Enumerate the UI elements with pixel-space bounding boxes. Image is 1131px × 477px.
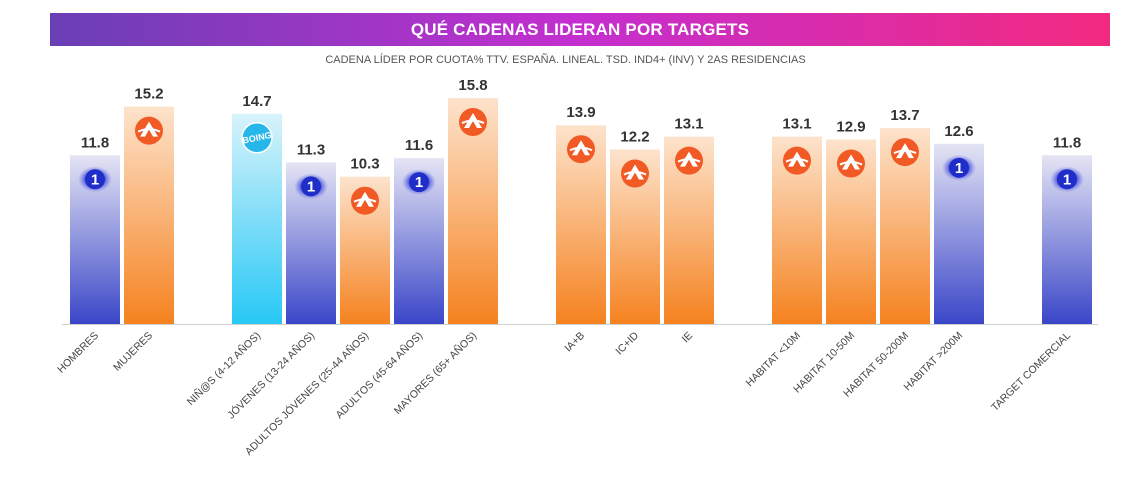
- value-label: 10.3: [350, 156, 379, 173]
- antena3-logo-icon: [351, 186, 379, 215]
- la1-logo-icon: 1: [1050, 166, 1084, 193]
- la1-logo-text: 1: [1063, 171, 1071, 188]
- antena3-logo-icon: [459, 108, 487, 137]
- value-label: 13.7: [890, 107, 919, 124]
- antena3-logo-icon: [621, 159, 649, 188]
- la1-logo-icon: 1: [402, 169, 436, 196]
- value-label: 11.3: [297, 141, 325, 158]
- category-label: IE: [680, 330, 696, 346]
- category-label: MUJERES: [111, 330, 155, 374]
- category-label: IA+B: [562, 330, 587, 355]
- antena3-logo-icon: [675, 146, 703, 175]
- la1-logo-text: 1: [307, 178, 315, 195]
- value-label: 13.1: [782, 116, 811, 133]
- title-banner: QUÉ CADENAS LIDERAN POR TARGETS: [50, 13, 1110, 46]
- value-label: 15.2: [134, 86, 163, 103]
- value-label: 12.9: [836, 119, 865, 136]
- category-label: HABITAT >200M: [902, 330, 966, 394]
- category-label: HOMBRES: [55, 330, 101, 376]
- la1-logo-icon: 1: [78, 166, 112, 193]
- value-label: 11.8: [1053, 134, 1081, 151]
- value-label: 11.8: [81, 134, 109, 151]
- antena3-logo-icon: [837, 149, 865, 178]
- antena3-logo-icon: [783, 146, 811, 175]
- value-label: 12.2: [620, 129, 649, 146]
- value-label: 13.9: [566, 104, 595, 121]
- la1-logo-icon: 1: [942, 154, 976, 181]
- category-label: TARGET COMERCIAL: [989, 330, 1073, 414]
- value-label: 11.6: [405, 137, 433, 154]
- category-label: JÓVENES (13-24 AÑOS): [225, 329, 318, 422]
- value-label: 14.7: [242, 93, 271, 110]
- category-label: HABITAT <10M: [744, 330, 803, 389]
- value-label: 13.1: [674, 116, 703, 133]
- antena3-logo-icon: [567, 135, 595, 164]
- antena3-logo-icon: [135, 116, 163, 145]
- la1-logo-icon: 1: [294, 173, 328, 200]
- value-label: 12.6: [944, 123, 973, 140]
- category-label: ADULTOS (45-64 AÑOS): [333, 329, 425, 421]
- chart-title: QUÉ CADENAS LIDERAN POR TARGETS: [410, 19, 750, 39]
- antena3-logo-icon: [891, 138, 919, 167]
- la1-logo-text: 1: [415, 174, 423, 191]
- value-label: 15.8: [458, 77, 487, 94]
- la1-logo-text: 1: [955, 160, 963, 177]
- la1-logo-text: 1: [91, 171, 99, 188]
- boing-logo-icon: BOING: [241, 122, 273, 154]
- chart-subtitle: CADENA LÍDER POR CUOTA% TTV. ESPAÑA. LIN…: [325, 54, 806, 66]
- category-label: IC+ID: [613, 329, 641, 357]
